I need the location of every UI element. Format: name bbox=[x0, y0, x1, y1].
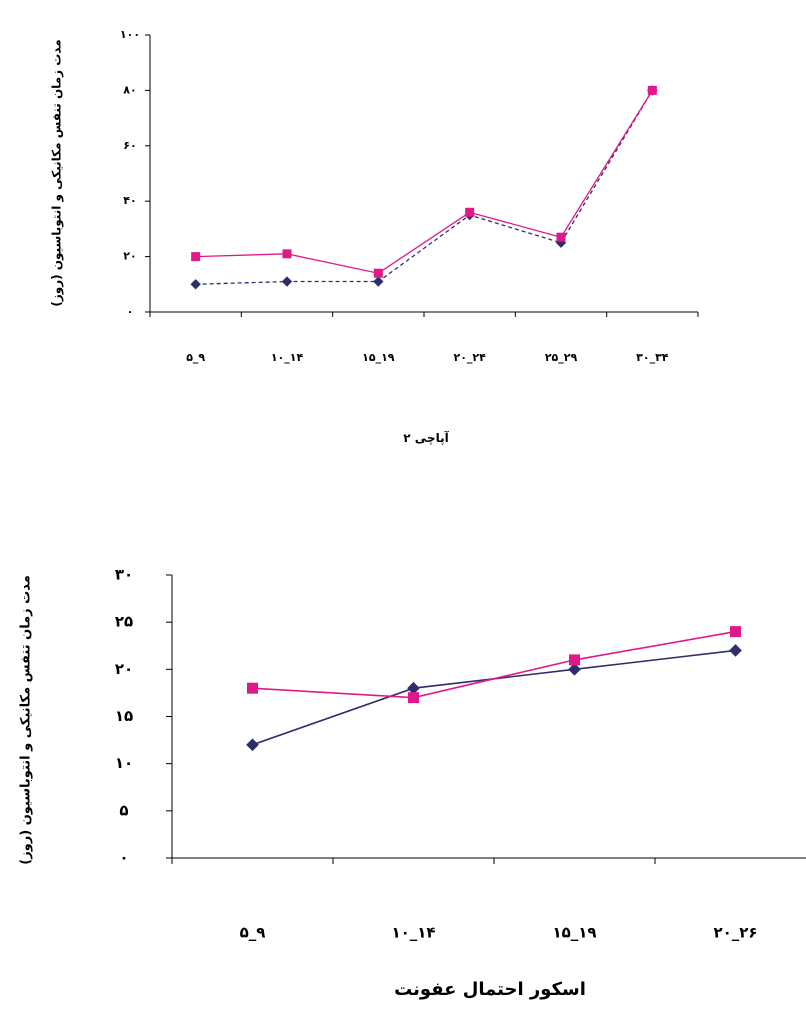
x-tick-label: ۳۰_۳۴ bbox=[636, 351, 669, 364]
series-2-point bbox=[730, 626, 741, 637]
series-1-point bbox=[246, 738, 259, 751]
x-tick-label: ۱۰_۱۴ bbox=[391, 924, 435, 942]
infection-score-chart: مدت زمان تنفس مکانیکی و انتوباسیون (روز)… bbox=[19, 566, 806, 1001]
series-2-point bbox=[374, 269, 383, 278]
y-axis-title: مدت زمان تنفس مکانیکی و انتوباسیون (روز) bbox=[50, 39, 65, 306]
y-tick-label: ۵ bbox=[119, 801, 128, 819]
x-tick-label: ۱۵_۱۹ bbox=[362, 351, 395, 364]
series-2-point bbox=[648, 86, 657, 95]
y-axis-title: مدت زمان تنفس مکانیکی و انتوباسیون (روز) bbox=[19, 575, 34, 865]
y-tick-label: ۲۵ bbox=[115, 613, 133, 631]
series-2-point bbox=[283, 249, 292, 258]
y-tick-label: ۲۰ bbox=[115, 660, 133, 678]
y-tick-label: ۸۰ bbox=[123, 83, 136, 96]
y-tick-label: ۰ bbox=[127, 305, 134, 318]
y-tick-label: ۱۰ bbox=[115, 754, 133, 772]
series-2-point bbox=[191, 252, 200, 261]
series-2-line bbox=[253, 632, 736, 698]
y-tick-label: ۱۰۰ bbox=[120, 28, 140, 41]
series-1-point bbox=[190, 279, 200, 289]
series-2-point bbox=[408, 692, 419, 703]
y-tick-label: ۰ bbox=[119, 849, 128, 867]
x-axis-title: اسکور احتمال عفونت bbox=[394, 979, 586, 1000]
x-tick-label: ۵_۹ bbox=[240, 924, 266, 942]
series-2-point bbox=[247, 683, 258, 694]
y-tick-label: ۲۰ bbox=[123, 250, 136, 263]
x-tick-label: ۱۰_۱۴ bbox=[271, 351, 304, 364]
y-tick-label: ۴۰ bbox=[123, 194, 136, 207]
series-2-point bbox=[465, 208, 474, 217]
x-tick-label: ۱۵_۱۹ bbox=[552, 924, 596, 942]
x-axis-title: آپاچی ۲ bbox=[403, 430, 449, 445]
apache2-chart: مدت زمان تنفس مکانیکی و انتوباسیون (روز)… bbox=[50, 28, 699, 445]
series-1-line bbox=[196, 90, 653, 284]
series-1-line bbox=[253, 650, 736, 744]
series-2-point bbox=[569, 654, 580, 665]
x-tick-label: ۲۵_۲۹ bbox=[545, 351, 578, 364]
y-tick-label: ۶۰ bbox=[123, 139, 136, 152]
x-tick-label: ۲۰_۲۶ bbox=[713, 924, 757, 942]
series-1-point bbox=[373, 276, 383, 286]
x-tick-label: ۲۰_۲۴ bbox=[453, 351, 486, 364]
series-1-point bbox=[729, 644, 742, 657]
x-tick-label: ۵_۹ bbox=[186, 351, 205, 364]
y-tick-label: ۳۰ bbox=[115, 566, 133, 584]
series-2-point bbox=[557, 233, 566, 242]
series-1-point bbox=[282, 276, 292, 286]
y-tick-label: ۱۵ bbox=[115, 707, 133, 725]
series-2-line bbox=[196, 90, 653, 273]
